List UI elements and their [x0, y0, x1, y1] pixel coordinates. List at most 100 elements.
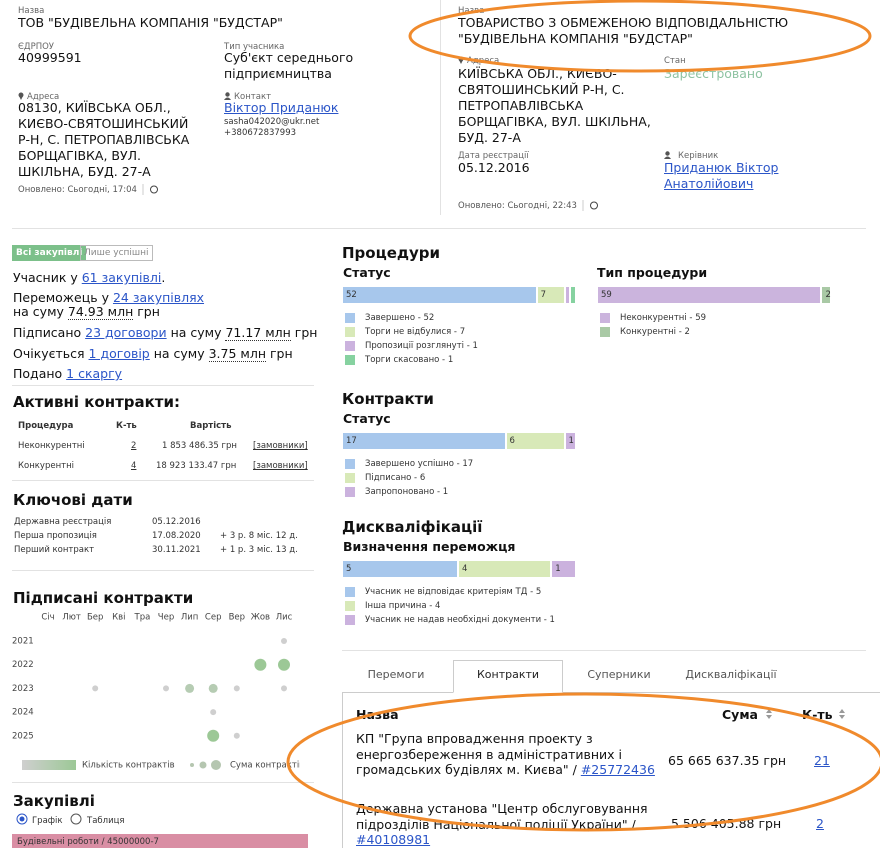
span: Підписано	[13, 325, 86, 340]
legend-label: Пропозиції розглянуті - 1	[365, 341, 478, 351]
field-label: Адреса	[27, 92, 60, 102]
legend-label: Учасник не відповідає критеріям ТД - 5	[365, 587, 542, 597]
radio-checked[interactable]	[16, 813, 28, 825]
link[interactable]: #40108981	[356, 832, 431, 847]
small-text: Конкурентні	[18, 461, 75, 471]
sort-icon[interactable]	[765, 708, 773, 720]
month-label: Сер	[205, 613, 222, 623]
section-title: Процедури	[342, 244, 441, 262]
bar-segment: 6	[506, 433, 564, 449]
legend-item: Учасник не відповідає критеріям ТД - 5	[343, 585, 555, 599]
bar-label: 1	[555, 564, 561, 574]
small-text: + 1 р. 3 міс. 13 д.	[220, 545, 298, 555]
month-label: Кві	[112, 613, 125, 623]
person-icon	[664, 151, 671, 159]
link[interactable]: 61 закупівлі	[81, 270, 162, 285]
value-text: Зареєстровано	[664, 66, 763, 81]
small-text[interactable]: 4	[131, 461, 137, 471]
subsection-title: Визначення переможця	[343, 539, 516, 554]
legend-item: Підписано - 6	[343, 471, 473, 485]
divider	[12, 480, 314, 481]
bubble	[210, 709, 217, 716]
legend-item: Інша причина - 4	[343, 599, 555, 613]
value-text: 08130, КИЇВСЬКА ОБЛ., КИЄВО-СВЯТОШИНСЬКИ…	[18, 100, 190, 179]
value-text: 65 665 637.35 грн	[668, 753, 787, 768]
value-text[interactable]: Приданюк Віктор Анатолійович	[664, 160, 779, 191]
link[interactable]: 24 закупівлях	[112, 290, 205, 305]
tab[interactable]: Перемоги	[367, 668, 425, 681]
bubble	[278, 658, 290, 671]
row-name: Державна установа "Центр обслуговування …	[356, 801, 656, 848]
legend-label: Торги скасовано - 1	[365, 355, 454, 365]
subsection-title: Сума	[722, 707, 758, 722]
span: на суму	[13, 304, 68, 319]
link[interactable]: 23 договори	[85, 325, 167, 340]
value-text[interactable]: Віктор Приданюк	[224, 100, 339, 115]
link[interactable]: 1 скаргу	[66, 366, 123, 381]
link[interactable]: #25772436	[580, 762, 655, 777]
filter-toggle[interactable]: Всі закупівлі	[12, 245, 87, 261]
small-text[interactable]: 2	[131, 441, 137, 451]
legend-item: Неконкурентні - 59	[598, 311, 706, 325]
bar-label: 17	[346, 436, 357, 446]
small-text[interactable]: [замовники]	[253, 441, 308, 451]
legend-label: Завершено - 52	[365, 313, 435, 323]
year-label: 2023	[12, 684, 34, 694]
amount: 3.75 млн	[208, 346, 267, 362]
legend-swatch	[345, 341, 355, 351]
link[interactable]: 1 договір	[88, 346, 150, 361]
help-icon[interactable]	[142, 184, 160, 195]
value-text[interactable]: 2	[816, 816, 824, 831]
radio[interactable]	[70, 813, 82, 825]
small-text: Будівельні роботи / 45000000-7	[17, 837, 159, 847]
small-text: Таблиця	[87, 816, 125, 826]
small-text: sasha042020@ukr.net	[224, 117, 320, 127]
small-text[interactable]: [замовники]	[253, 461, 308, 471]
small-text: Перший контракт	[14, 545, 95, 555]
month-label: Чер	[158, 613, 174, 623]
category-bar[interactable]: Будівельні роботи / 45000000-7	[12, 834, 308, 848]
legend: Неконкурентні - 59 Конкурентні - 2	[598, 311, 706, 339]
bar-label: 6	[509, 436, 515, 446]
filter-toggle[interactable]: Лише успішні	[80, 245, 153, 261]
divider	[12, 385, 314, 386]
value-text[interactable]: 21	[814, 753, 830, 768]
legend-label: Кількість контрактів	[82, 761, 175, 771]
field-label: Адреса	[467, 56, 500, 66]
span: на суму	[166, 325, 226, 340]
month-label: Тра	[134, 613, 151, 623]
bar-label: 1	[568, 436, 574, 446]
year-label: 2021	[12, 637, 34, 647]
legend-swatch	[345, 487, 355, 497]
field-label: Назва	[18, 6, 45, 16]
field-label: Контакт	[234, 92, 272, 102]
bar-segment: 7	[537, 287, 564, 303]
tab[interactable]: Суперники	[587, 668, 651, 681]
bubble	[254, 658, 267, 671]
bubble	[233, 732, 240, 739]
small-text: 18 923 133.47 грн	[156, 461, 237, 471]
small-text: +380672837993	[224, 128, 297, 138]
help-icon[interactable]	[582, 200, 600, 211]
span: Очікується	[13, 346, 89, 361]
bubble	[281, 685, 287, 692]
year-label: 2024	[12, 708, 34, 718]
span: грн	[266, 346, 293, 361]
bar-segment: 2	[822, 287, 831, 303]
legend-dot	[211, 760, 221, 770]
legend-label: Інша причина - 4	[365, 601, 441, 611]
active-tab[interactable]	[453, 660, 563, 693]
small-text: К-ть	[116, 421, 137, 431]
circle	[665, 151, 670, 156]
legend-dot	[199, 761, 207, 769]
legend-item: Торги скасовано - 1	[343, 353, 478, 367]
bar-segment: 17	[343, 433, 505, 449]
section-title: Дискваліфікації	[342, 518, 483, 536]
tab[interactable]: Дискваліфікації	[685, 668, 777, 681]
tab[interactable]: Контракти	[476, 668, 540, 681]
subsection-title: Тип процедури	[597, 265, 708, 280]
small-text: + 3 р. 8 міс. 12 д.	[220, 531, 298, 541]
sort-icon[interactable]	[838, 708, 846, 720]
